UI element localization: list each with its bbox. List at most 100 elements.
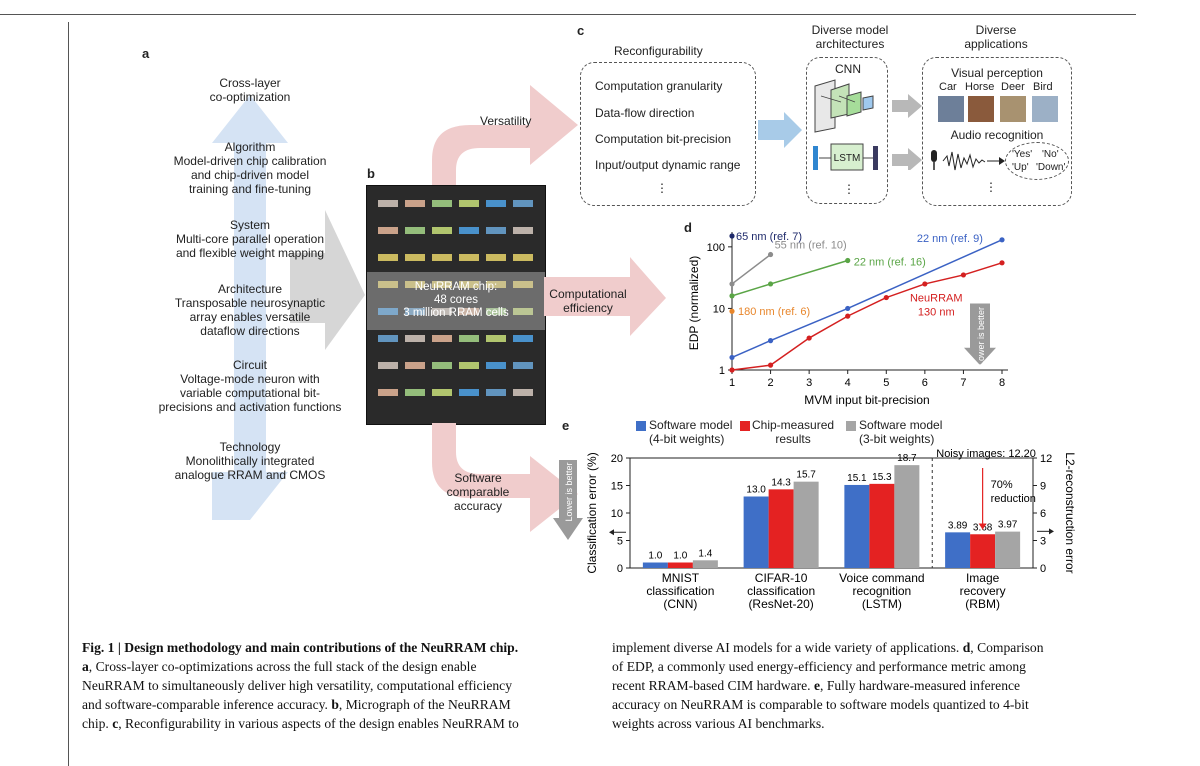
accuracy-line: comparable [446,485,510,499]
models-title-line: Diverse model [811,23,889,37]
chip-core [459,389,479,396]
chip-pointing-arrow [290,210,365,350]
e-bar [793,481,819,568]
d-x-tick-label: 3 [806,377,812,389]
chip-core [405,227,425,234]
d-lower-better-arrow [964,303,996,366]
legend-chip: Chip-measured results [752,418,834,446]
reconfig-title: Reconfigurability [614,44,703,58]
word-no: 'No' [1042,149,1059,160]
layer-line: Monolithically integrated [185,454,315,468]
audio-label: Audio recognition [950,128,1044,142]
layer-system: System Multi-core parallel operation and… [140,218,360,260]
chip-core [405,281,425,288]
panel-a-label: a [142,46,150,61]
d-x-tick-label: 8 [999,377,1005,389]
d-series-line [731,259,848,297]
chip-core [405,389,425,396]
e-left-tick-label: 15 [611,481,623,493]
horse-image [968,96,994,122]
models-ellipsis: ⋮ [843,182,855,196]
d-point [806,335,812,341]
e-bar-value-label: 3.89 [948,520,968,531]
e-bar [642,562,668,568]
d-point [999,237,1005,243]
d-lower-better-label: Lower is better [976,307,986,366]
d-label-180nm: 180 nm (ref. 6) [738,306,810,318]
chip-core [459,308,479,315]
legend-line: Chip-measured [752,418,835,432]
versatility-label: Versatility [480,114,532,128]
d-point [729,281,735,287]
d-point [767,338,774,344]
chip-core [405,335,425,342]
e-bar [970,534,996,568]
legend-line: (4-bit weights) [649,432,725,446]
chip-core [405,254,425,261]
e-left-tick-label: 5 [617,536,623,548]
layer-line: training and fine-tuning [188,182,312,196]
d-series-line [731,253,772,285]
apps-title-line: applications [964,37,1028,51]
accuracy-arrow [432,423,578,532]
top-rule [0,14,1136,15]
contribution-arrows [432,85,666,532]
layer-title: Architecture [217,282,283,296]
reconfig-item: Computation granularity [595,79,723,93]
d-x-tick-label: 7 [960,377,966,389]
e-group-label: Image [966,571,1000,585]
audio-words-bubble: 'Yes' 'No' 'Up' 'Down' [1005,142,1069,180]
chip-core [513,227,533,234]
chip-core [432,362,452,369]
d-label-65nm: 65 nm (ref. 7) [736,231,802,243]
e-right-tick-label: 12 [1040,453,1052,465]
d-point [729,233,735,239]
accuracy-chart: 0 5 10 15 20 0 3 6 9 12 Classification error (%) L2… [553,448,1077,611]
legend-line: results [775,432,811,446]
d-label-neurram: NeuRRAM [910,293,963,305]
e-group-label: Voice command [839,571,924,585]
d-point [767,362,774,368]
class-horse: Horse [965,81,995,93]
caption-left: Fig. 1 | Design methodology and main con… [82,638,602,733]
e-bar [894,465,920,568]
caption-line: and software-comparable inference accura… [82,697,511,712]
legend-4bit: Software model (4-bit weights) [649,418,732,446]
d-point [960,272,967,278]
accuracy-line: accuracy [453,499,503,513]
d-point [729,293,735,299]
d-point [767,251,774,258]
chip-label-line: 3 million RRAM cells [403,307,509,319]
d-x-tick-label: 2 [768,377,774,389]
d-x-tick-label: 5 [883,377,889,389]
e-group-label: recovery [960,584,1006,598]
e-bar-value-label: 14.3 [771,477,791,488]
chip-core [459,254,479,261]
reconfig-to-models-arrow [758,112,802,148]
e-noisy-label: Noisy images: 12.20 [936,448,1036,460]
e-left-tick-label: 10 [611,508,623,520]
chip-core [432,281,452,288]
models-box: CNN LSTM ⋮ [806,57,888,204]
chip-core [486,308,506,315]
chip-core [432,200,452,207]
word-down: 'Down' [1036,162,1066,173]
chip-core [513,281,533,288]
d-point [845,257,851,264]
d-point [883,294,889,301]
layer-line: and flexible weight mapping [175,246,325,260]
apps-box: Visual perception Car Horse Deer Bird Au… [922,57,1072,206]
models-title: Diverse model architectures [800,23,900,51]
chip-core-grid [375,196,537,414]
chip-core [378,362,398,369]
d-x-label: MVM input bit-precision [804,393,929,407]
d-series-line [731,262,1003,371]
d-label-22nm-green: 22 nm (ref. 16) [854,256,926,268]
audio-waveform-icon [931,150,1005,171]
chip-core [513,389,533,396]
versatility-arrow [432,85,578,185]
e-bar [768,489,794,568]
e-right-tick-label: 9 [1040,481,1046,493]
chip-core [378,281,398,288]
e-bar [869,483,895,568]
